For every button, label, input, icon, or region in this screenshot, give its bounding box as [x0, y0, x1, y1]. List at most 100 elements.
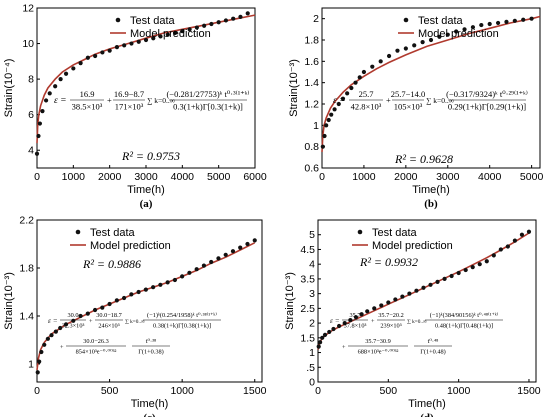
test-data-point: [158, 34, 163, 39]
test-data-point: [386, 300, 391, 305]
term-3-numerator: (−0.317/9324)ᵏ t⁰·²⁹⁽¹⁺ᵏ⁾: [446, 89, 528, 99]
test-data-point: [180, 29, 185, 34]
test-data-point: [519, 232, 525, 237]
term-1-numerator: 35.7: [349, 312, 360, 319]
test-data-point: [194, 25, 199, 30]
x-tick-label: 6000: [243, 171, 267, 183]
plus-sign-2: +: [60, 344, 64, 351]
test-data-point: [202, 23, 207, 28]
test-data-point: [414, 288, 419, 293]
legend-test-marker: [115, 17, 121, 23]
test-data-point: [529, 16, 534, 21]
legend-test-label: Test data: [130, 15, 176, 27]
x-axis-label: Time(h): [127, 184, 164, 196]
test-data-point: [231, 16, 236, 21]
test-data-point: [165, 32, 170, 37]
term-2-numerator: 25.7−14.0: [391, 89, 426, 99]
sum-symbol: ∑ k=0..∞: [125, 319, 145, 325]
test-data-point: [359, 312, 364, 317]
test-data-point: [521, 17, 526, 22]
test-data-point: [100, 50, 105, 55]
test-data-point: [412, 43, 417, 48]
test-data-point: [331, 326, 336, 332]
term-4-gamma-numerator: t⁰·³⁸: [146, 338, 156, 345]
y-tick-label: 1.4: [19, 311, 34, 323]
test-data-point: [180, 274, 185, 279]
y-tick-label: 6: [28, 109, 34, 121]
test-data-point: [484, 259, 489, 264]
y-tick-label: .5: [306, 362, 315, 374]
x-tick-label: 1500: [517, 385, 541, 397]
test-data-point: [92, 307, 98, 313]
y-tick-label: 1: [313, 120, 319, 132]
term-3-numerator: (−1)ᵏ(0.254/1958)ᵏ t⁰·³⁸⁽¹⁺ᵏ⁾: [147, 312, 217, 319]
term-1-denominator: 42.8×10³: [351, 102, 382, 112]
term-4-gamma-denominator: Γ(1+0.48): [420, 348, 446, 355]
term-2-denominator: 171×10³: [115, 102, 144, 112]
test-data-point: [456, 270, 461, 276]
y-tick-label: 3.5: [300, 273, 315, 285]
test-data-point: [209, 259, 214, 265]
x-tick-label: 5000: [207, 171, 231, 183]
test-data-point: [245, 241, 250, 247]
term-1-numerator: 30.0: [67, 312, 78, 319]
term-3-numerator: (−0.281/27753)ᵏ t⁰·³⁽¹⁺ᵏ⁾: [166, 89, 249, 99]
test-data-point: [136, 39, 141, 44]
test-data-point: [114, 45, 120, 50]
test-data-point: [428, 37, 434, 43]
test-data-point: [42, 342, 47, 347]
test-data-point: [34, 151, 40, 156]
test-data-point: [324, 123, 329, 128]
test-data-point: [63, 322, 69, 327]
test-data-point: [53, 84, 58, 89]
x-tick-label: 1500: [243, 385, 267, 397]
x-tick-label: 2000: [394, 171, 418, 183]
plot-frame: [317, 219, 537, 383]
test-data-point: [223, 252, 228, 257]
x-tick-label: 5000: [520, 171, 544, 183]
y-tick-label: 0: [309, 377, 315, 389]
test-data-point: [194, 267, 199, 272]
panel-c: 0 500 1000 1500 1 1.4 1.8 2.2 Time(h) Strain(10⁻³…: [3, 215, 267, 417]
term-3-denominator: 0.38(1+k)Γ[0.38(1+k)]: [153, 322, 211, 329]
test-data-point: [526, 229, 532, 234]
test-data-point: [158, 282, 163, 287]
term-3-denominator: 0.3(1+k)Γ[0.3(1+k)]: [173, 102, 243, 112]
test-data-point: [114, 298, 119, 303]
plus-sign: +: [386, 95, 391, 105]
test-data-point: [209, 21, 214, 27]
test-data-point: [435, 279, 440, 284]
test-data-point: [45, 336, 50, 341]
legend-test-marker: [403, 17, 409, 23]
y-tick-label: 10: [22, 38, 34, 50]
y-tick-label: 0.6: [304, 163, 319, 175]
test-data-point: [437, 34, 442, 39]
x-tick-label: 0: [319, 171, 325, 183]
test-data-point: [470, 25, 476, 30]
test-data-point: [349, 85, 354, 91]
model-equation: ε = 16.9 38.5×10³ +16.9−8.7 171×10³∑ k=0..∞(…: [54, 89, 250, 112]
test-data-point: [143, 287, 148, 292]
plus-sign-2: +: [342, 344, 346, 351]
plot-frame: [321, 7, 541, 169]
legend-test-label: Test data: [372, 227, 418, 239]
test-data-point: [85, 55, 90, 60]
test-data-point: [512, 18, 517, 23]
test-data-point: [361, 69, 367, 75]
y-tick-label: 8: [28, 74, 34, 86]
y-tick-label: 1.4: [304, 77, 319, 89]
test-data-point: [318, 340, 323, 345]
plus-sign: +: [371, 318, 375, 325]
test-data-point: [129, 292, 134, 297]
term-1-denominator: 32.3×10³: [62, 322, 85, 329]
y-tick-label: 12: [22, 3, 34, 15]
test-data-point: [428, 282, 433, 287]
panel-b: 0 1000 2000 3000 4000 5000 0.6 0.8 1 1.2 1.4 1.6 1.8…: [288, 7, 544, 210]
y-tick-label: 2: [313, 13, 319, 25]
sum-symbol: ∑ k=0..∞: [407, 319, 427, 325]
term-3-numerator: (−1)ᵏ(384/90156)ᵏ t⁰·⁴⁸⁽¹⁺ᵏ⁾: [430, 312, 499, 319]
test-data-point: [322, 332, 328, 337]
y-tick-label: 2.5: [300, 303, 315, 315]
y-tick-label: 1: [28, 359, 34, 371]
x-tick-label: 3000: [134, 171, 158, 183]
